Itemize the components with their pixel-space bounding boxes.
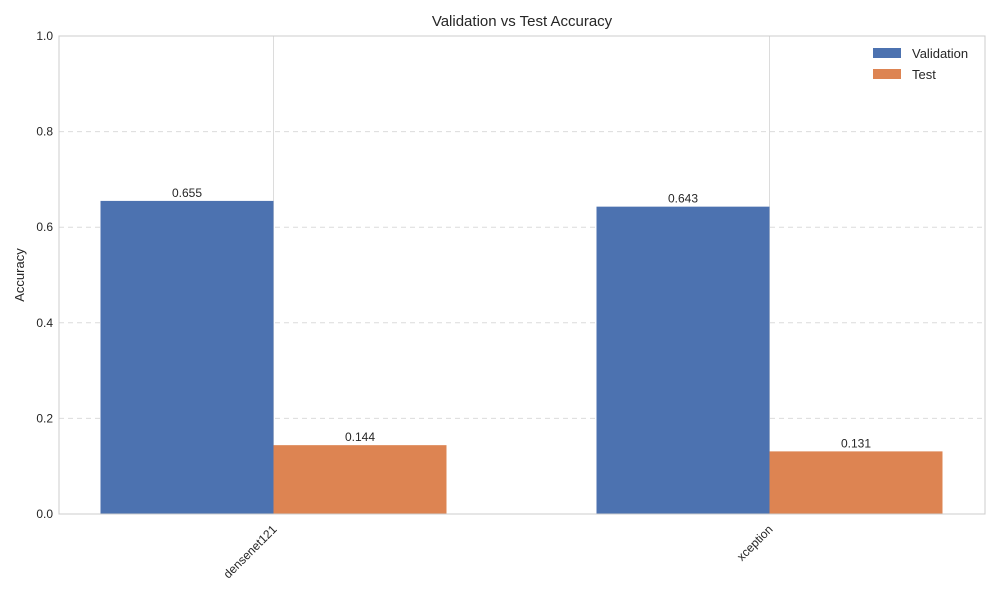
- data-label: 0.655: [172, 186, 202, 200]
- y-tick-label: 0.6: [36, 220, 53, 234]
- data-label: 0.131: [841, 436, 871, 450]
- y-tick-label: 0.0: [36, 507, 53, 521]
- bar-test-xception: [769, 451, 943, 514]
- legend-label-validation: Validation: [912, 46, 968, 61]
- x-tick-label: xception: [734, 522, 776, 564]
- bars-layer: [100, 200, 943, 514]
- y-tick-label: 0.8: [36, 125, 53, 139]
- bar-validation-xception: [596, 206, 770, 514]
- x-tick-label: densenet121: [221, 522, 280, 581]
- legend-label-test: Test: [912, 67, 936, 82]
- x-axis-ticks: densenet121 xception: [221, 522, 776, 581]
- plot-frame: [58, 35, 986, 515]
- data-label: 0.144: [345, 430, 375, 444]
- y-tick-label: 0.2: [36, 411, 53, 425]
- y-axis-ticks: 0.0 0.2 0.4 0.6 0.8 1.0: [36, 29, 53, 521]
- y-tick-label: 1.0: [36, 29, 53, 43]
- y-tick-label: 0.4: [36, 316, 53, 330]
- data-labels: 0.655 0.144 0.643 0.131: [172, 186, 871, 450]
- legend: Validation Test: [873, 46, 968, 82]
- y-axis-label: Accuracy: [12, 248, 27, 302]
- legend-swatch-test: [873, 69, 901, 79]
- legend-swatch-validation: [873, 48, 901, 58]
- bar-validation-densenet121: [100, 200, 274, 514]
- chart-title: Validation vs Test Accuracy: [432, 13, 613, 30]
- data-label: 0.643: [668, 192, 698, 206]
- bar-test-densenet121: [273, 445, 447, 514]
